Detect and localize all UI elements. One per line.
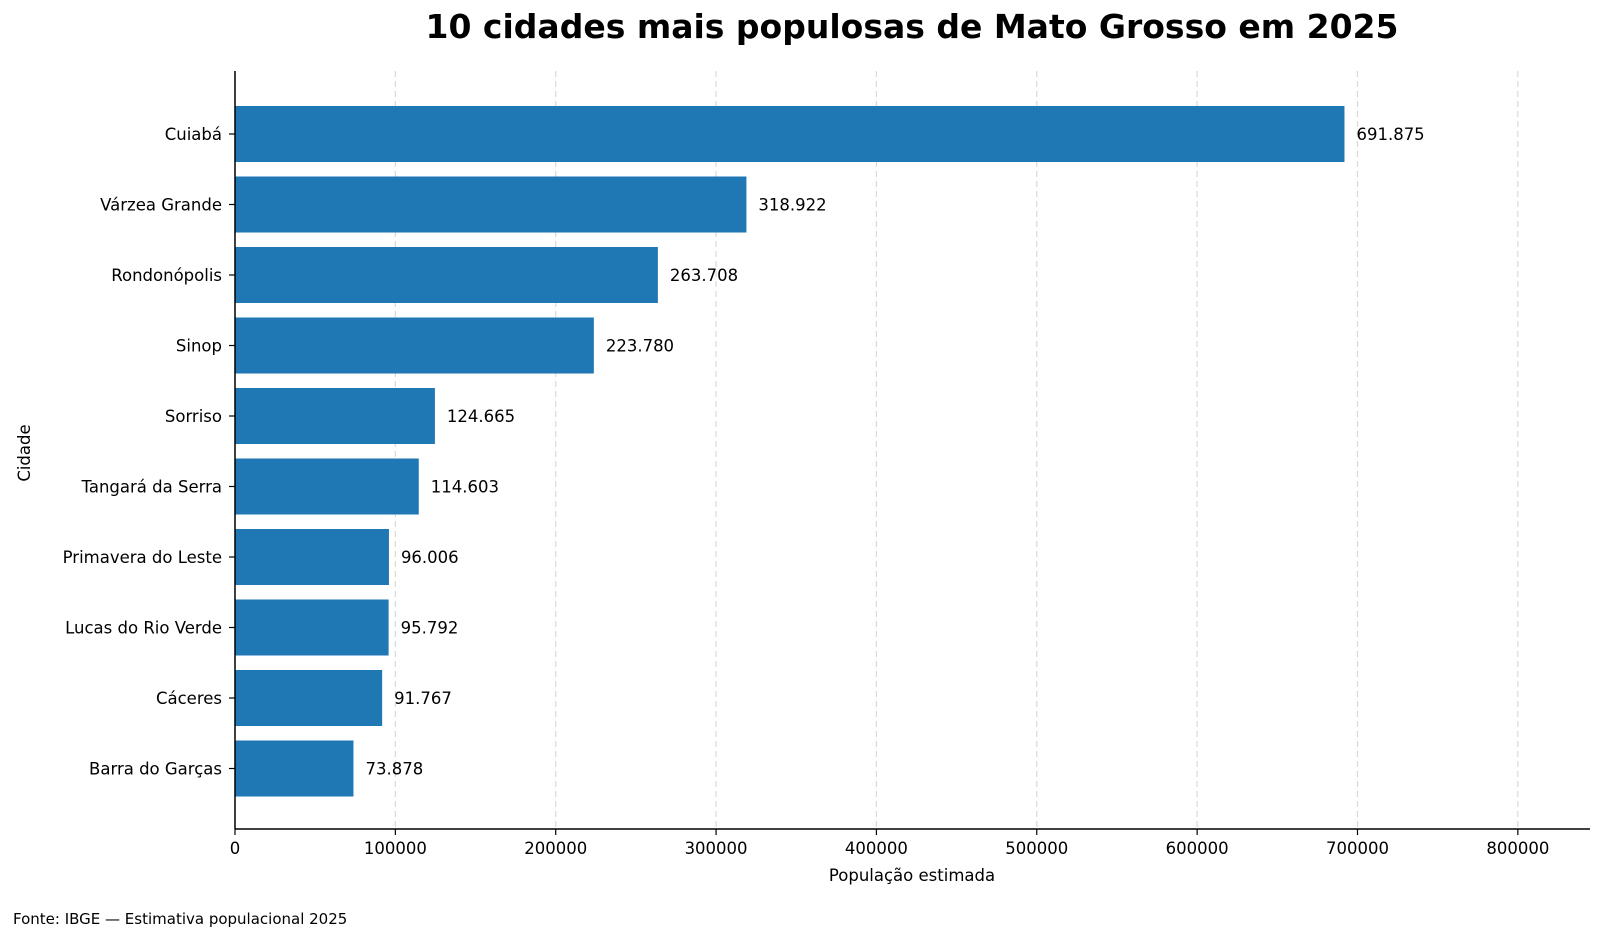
bar-value-label: 691.875 [1356, 125, 1424, 144]
x-tick-label: 500000 [1005, 839, 1068, 858]
y-tick-label: Cáceres [156, 689, 222, 708]
bar [235, 106, 1345, 162]
bar [235, 176, 747, 233]
y-tick-label: Sinop [176, 337, 222, 356]
y-axis-label: Cidade [15, 424, 34, 481]
bar [235, 458, 419, 515]
bar-value-label: 263.708 [670, 266, 738, 285]
bar [235, 670, 383, 726]
bar [235, 599, 389, 656]
bar-value-label: 318.922 [758, 196, 826, 215]
y-tick-label: Primavera do Leste [63, 548, 222, 567]
bar [235, 317, 594, 374]
gridlines [394, 71, 1519, 829]
bar-value-label: 95.792 [401, 619, 459, 638]
y-tick-label: Tangará da Serra [81, 478, 222, 497]
bar [235, 529, 389, 585]
chart-title: 10 cidades mais populosas de Mato Grosso… [426, 7, 1399, 46]
x-tick-label: 300000 [685, 839, 748, 858]
x-tick-label: 100000 [364, 839, 427, 858]
y-tick-label: Rondonópolis [111, 266, 222, 285]
x-tick-label: 700000 [1326, 839, 1389, 858]
bar [235, 388, 435, 444]
y-axis-ticks: Cuiabá Várzea Grande Rondonópolis Sinop Sorr… [63, 125, 235, 779]
x-tick-label: 600000 [1166, 839, 1229, 858]
y-tick-label: Barra do Garças [89, 760, 222, 779]
bar-value-labels: 691.875 318.922 263.708 223.780 124.665 114.6… [365, 125, 1424, 779]
bar-value-label: 124.665 [447, 407, 515, 426]
bar-value-label: 96.006 [401, 548, 459, 567]
x-tick-label: 200000 [524, 839, 587, 858]
bar-value-label: 73.878 [365, 760, 423, 779]
bar [235, 247, 658, 303]
y-tick-label: Várzea Grande [100, 196, 222, 215]
x-axis-label: População estimada [829, 866, 995, 885]
x-tick-label: 800000 [1486, 839, 1549, 858]
bar-value-label: 223.780 [606, 337, 674, 356]
bar [235, 740, 354, 797]
y-tick-label: Sorriso [165, 407, 222, 426]
x-tick-label: 400000 [845, 839, 908, 858]
x-tick-label: 0 [230, 839, 241, 858]
bar-value-label: 114.603 [431, 478, 499, 497]
bar-value-label: 91.767 [394, 689, 452, 708]
y-tick-label: Cuiabá [165, 125, 222, 144]
y-tick-label: Lucas do Rio Verde [65, 619, 222, 638]
bars [235, 106, 1345, 797]
source-note: Fonte: IBGE — Estimativa populacional 20… [13, 910, 347, 928]
x-axis-ticks: 0 100000 200000 300000 400000 500000 600000 700… [230, 829, 1549, 858]
